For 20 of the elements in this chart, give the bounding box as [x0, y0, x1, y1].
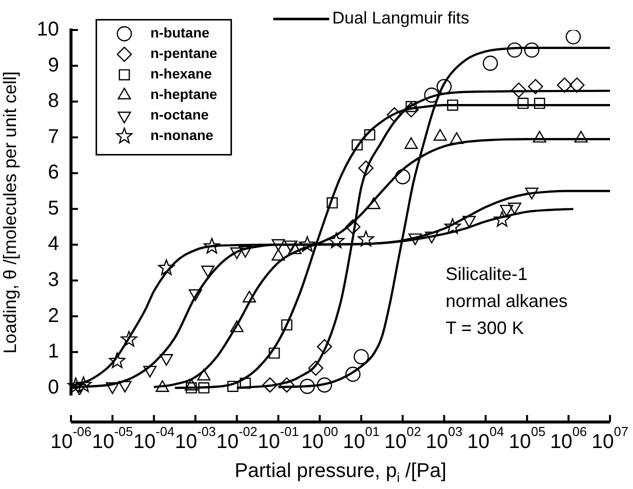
y-tick-label: 1 [48, 340, 59, 363]
y-axis-title: Loading, θ /[molecules per unit cell] [0, 71, 20, 354]
legend-label: n-nonane [150, 127, 214, 144]
y-tick-label: 2 [48, 304, 59, 327]
y-tick-label: 9 [48, 54, 59, 76]
annotation: Silicalite-1 normal alkanes T = 300 K [446, 264, 568, 338]
legend-label: n-heptane [150, 86, 218, 102]
legend-label: n-hexane [150, 66, 212, 82]
y-tick-label: 5 [48, 197, 59, 220]
legend-label: n-octane [150, 106, 209, 123]
y-tick-label: 7 [48, 126, 59, 148]
legend-label: n-butane [150, 24, 210, 41]
y-tick-label: 0 [48, 376, 59, 398]
y-tick-label: 10 [36, 18, 59, 41]
y-tick-label: 4 [48, 233, 59, 256]
y-tick-label: 8 [48, 90, 59, 112]
legend-label: n-pentane [150, 45, 218, 62]
legend-label: Dual Langmuir fits [332, 8, 470, 28]
y-tick-label: 3 [48, 269, 59, 292]
y-tick-label: 6 [48, 162, 59, 184]
